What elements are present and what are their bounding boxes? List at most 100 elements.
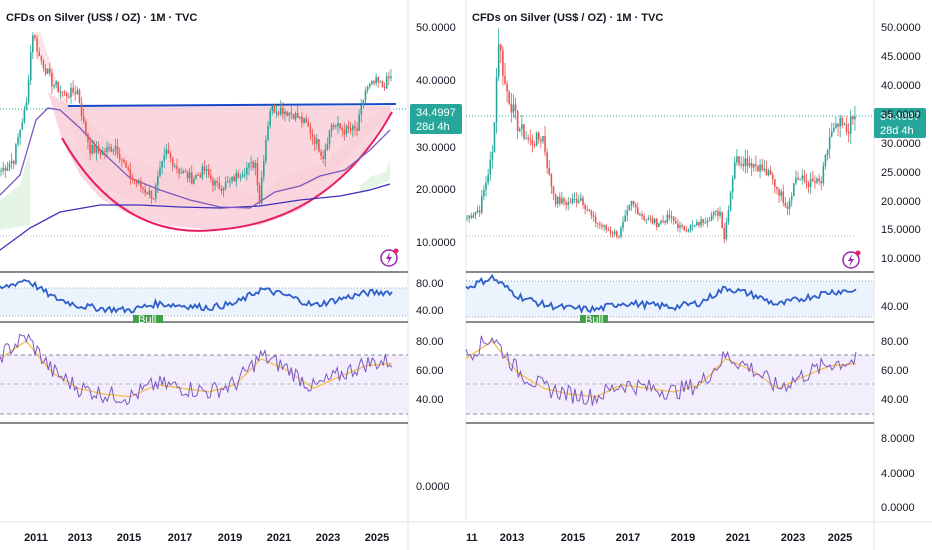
left-candle xyxy=(347,126,350,129)
left-candle xyxy=(137,181,140,184)
left-candle xyxy=(118,154,121,160)
right-candle xyxy=(769,170,772,175)
right-candle xyxy=(603,225,605,227)
left-candle xyxy=(385,76,388,89)
left-candle xyxy=(265,140,267,162)
right-candle xyxy=(702,219,704,223)
left-candle xyxy=(345,126,348,135)
left-candle xyxy=(358,114,360,131)
right-candle xyxy=(778,189,780,196)
left-candle xyxy=(0,170,2,172)
right-candle xyxy=(620,227,622,237)
left-candle xyxy=(250,161,252,164)
right-candle xyxy=(750,162,753,168)
left-candle xyxy=(48,68,51,73)
left-candle xyxy=(38,51,40,57)
right-candle xyxy=(611,232,614,234)
left-candle xyxy=(390,76,392,79)
right-candle xyxy=(835,123,837,128)
left-candle xyxy=(53,84,55,87)
left-candle xyxy=(186,171,189,179)
left-candle xyxy=(258,185,261,204)
left-candle xyxy=(184,171,187,173)
left-candle xyxy=(383,86,386,89)
left-xtick-7: 2025 xyxy=(365,532,389,544)
right-candle xyxy=(508,91,511,104)
left-candle xyxy=(320,151,322,157)
left-candle xyxy=(315,139,318,144)
right-symbol-title[interactable]: CFDs on Silver (US$ / OZ) · 1M · TVC xyxy=(472,12,663,24)
left-xtick-0: 2011 xyxy=(24,532,48,544)
left-candle xyxy=(349,128,352,131)
right-candle xyxy=(795,177,797,184)
left-candle xyxy=(288,112,291,116)
left-ma-long xyxy=(0,183,391,251)
left-candle xyxy=(248,163,250,168)
left-rsi-line xyxy=(0,333,393,406)
left-candle xyxy=(275,112,278,114)
left-ma-mid xyxy=(0,107,391,209)
left-candle xyxy=(125,162,127,168)
left-symbol-title[interactable]: CFDs on Silver (US$ / OZ) · 1M · TVC xyxy=(6,12,197,24)
left-ytick-rsi-1: 60.00 xyxy=(416,365,444,377)
left-candle xyxy=(364,90,367,101)
right-candle xyxy=(742,164,745,167)
right-candle xyxy=(776,186,778,190)
left-candle xyxy=(23,108,26,123)
right-candle xyxy=(790,196,793,201)
right-candle xyxy=(658,223,660,227)
right-candle xyxy=(852,116,854,120)
left-candle xyxy=(360,104,363,115)
right-candle xyxy=(805,180,808,183)
right-candle xyxy=(731,178,734,193)
right-candle xyxy=(525,137,527,139)
right-candle xyxy=(618,236,620,238)
right-candle xyxy=(468,215,470,218)
left-candle xyxy=(222,188,225,191)
right-candle xyxy=(715,210,717,213)
right-candle xyxy=(752,163,755,168)
left-candle xyxy=(286,111,288,116)
right-candle xyxy=(592,215,595,217)
left-candle xyxy=(305,118,307,123)
right-candle xyxy=(497,44,500,78)
left-candle xyxy=(337,123,339,127)
right-price-badge-value: 34.4997 xyxy=(880,111,920,123)
right-candle xyxy=(668,214,671,218)
right-candle xyxy=(693,225,696,227)
left-candle xyxy=(8,163,11,168)
right-xtick-2: 2015 xyxy=(561,532,585,544)
right-ytick-price-5: 25.0000 xyxy=(881,167,921,179)
right-candle xyxy=(738,156,740,165)
right-candle xyxy=(681,225,683,227)
left-candle xyxy=(74,92,77,95)
right-candle xyxy=(628,205,631,211)
left-candle xyxy=(277,112,280,115)
right-candle xyxy=(784,202,787,207)
right-candle xyxy=(580,197,582,201)
lightning-icon[interactable] xyxy=(380,248,399,267)
right-ytick-price-3: 35.0000 xyxy=(881,109,921,121)
right-candle xyxy=(489,159,492,175)
right-candle xyxy=(571,198,574,204)
right-xtick-3: 2017 xyxy=(616,532,640,544)
right-candle xyxy=(548,167,551,175)
right-ytick-rsi-0: 80.00 xyxy=(881,336,909,348)
left-resistance-line[interactable] xyxy=(67,103,397,107)
right-chart: CFDs on Silver (US$ / OZ) · 1M · TVC 34.… xyxy=(465,0,926,550)
right-candle xyxy=(809,178,812,187)
right-candle xyxy=(788,200,791,209)
left-candle xyxy=(131,178,134,180)
right-candle xyxy=(837,123,839,127)
left-candle xyxy=(93,144,96,153)
left-candle xyxy=(243,174,246,176)
right-candle xyxy=(748,162,751,166)
left-xtick-3: 2017 xyxy=(168,532,192,544)
right-rsi-ma-line xyxy=(465,340,857,398)
right-candle xyxy=(717,210,719,216)
left-candle xyxy=(76,90,79,95)
left-candle xyxy=(201,166,204,178)
lightning-icon[interactable] xyxy=(842,250,861,269)
right-candle xyxy=(487,174,489,183)
left-candle xyxy=(127,167,129,170)
